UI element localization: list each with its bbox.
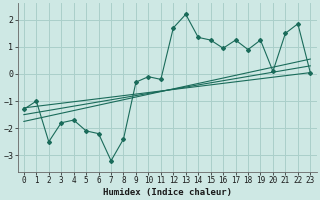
X-axis label: Humidex (Indice chaleur): Humidex (Indice chaleur) bbox=[103, 188, 232, 197]
